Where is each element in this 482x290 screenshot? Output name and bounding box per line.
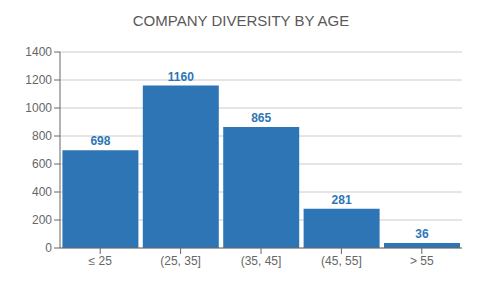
svg-text:(35, 45]: (35, 45]	[241, 254, 282, 268]
svg-text:865: 865	[251, 111, 271, 125]
svg-text:200: 200	[32, 213, 52, 227]
svg-text:400: 400	[32, 185, 52, 199]
svg-text:698: 698	[90, 134, 110, 148]
svg-text:1200: 1200	[25, 73, 52, 87]
svg-text:600: 600	[32, 157, 52, 171]
svg-text:800: 800	[32, 129, 52, 143]
svg-text:0: 0	[45, 241, 52, 255]
svg-text:≤ 25: ≤ 25	[89, 254, 113, 268]
svg-text:> 55: > 55	[410, 254, 434, 268]
svg-text:1400: 1400	[25, 45, 52, 59]
svg-text:281: 281	[332, 193, 352, 207]
svg-text:1000: 1000	[25, 101, 52, 115]
svg-text:(25, 35]: (25, 35]	[160, 254, 201, 268]
svg-text:36: 36	[415, 227, 429, 241]
html-text:COMPANY DIVERSITY BY AGE: COMPANY DIVERSITY BY AGE	[132, 12, 350, 29]
svg-text:1160: 1160	[168, 70, 194, 84]
svg-text:(45, 55]: (45, 55]	[321, 254, 362, 268]
